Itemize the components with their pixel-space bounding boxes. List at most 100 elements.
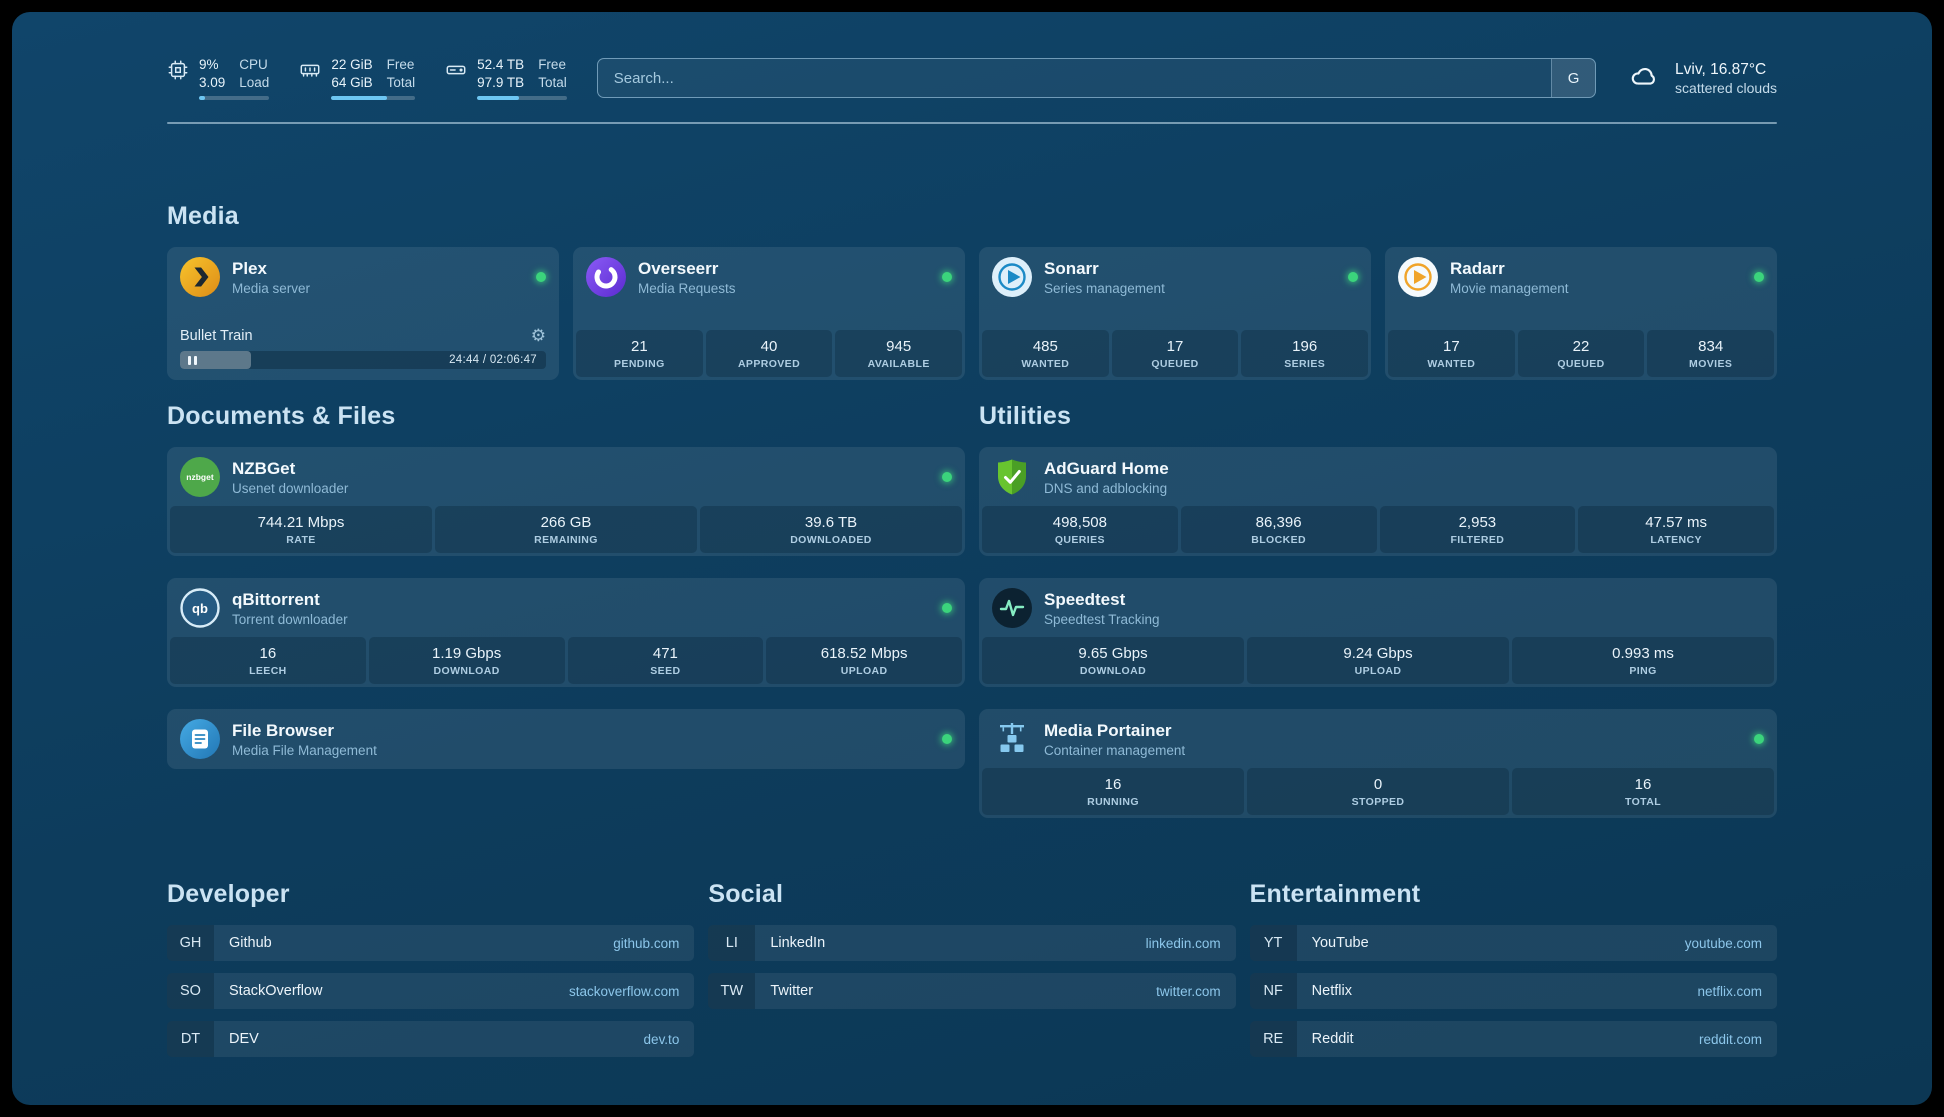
bookmark-label: StackOverflow [229, 983, 323, 1000]
bookmark-netflix[interactable]: NF Netflix netflix.com [1249, 973, 1777, 1010]
bookmark-group-title: Social [708, 880, 784, 909]
stat-value: 40 [760, 338, 778, 356]
stat-label: FILTERED [1450, 534, 1505, 547]
bookmark-stackoverflow[interactable]: SO StackOverflow stackoverflow.com [167, 973, 695, 1010]
radarr-icon [1398, 257, 1438, 298]
service-card-speedtest[interactable]: Speedtest Speedtest Tracking 9.65 Gbps D… [979, 578, 1777, 688]
service-stats: 17 WANTED 22 QUEUED 834 MOVIES [1385, 327, 1777, 380]
stat-label: DOWNLOAD [433, 665, 500, 678]
bookmark-group-social: Social LI LinkedIn linkedin.com TW Twitt… [708, 880, 1236, 1010]
stat-label: RATE [286, 534, 316, 547]
qbittorrent-icon: qb [180, 588, 220, 629]
stat-label: WANTED [1021, 358, 1070, 371]
playback-progress-bar[interactable]: 24:44 / 02:06:47 [180, 351, 546, 370]
bookmark-label: Netflix [1311, 983, 1352, 1000]
bookmark-abbr: YT [1249, 925, 1297, 962]
bookmark-reddit[interactable]: RE Reddit reddit.com [1249, 1021, 1777, 1058]
search-input[interactable] [597, 59, 1552, 98]
stat-value: 1.19 Gbps [432, 645, 502, 663]
service-card-filebrowser[interactable]: File Browser Media File Management [167, 709, 965, 770]
memory-total-value: 64 GiB [331, 75, 373, 91]
bookmark-dev[interactable]: DT DEV dev.to [167, 1021, 695, 1058]
service-card-portainer[interactable]: Media Portainer Container management 16 … [979, 709, 1777, 819]
cpu-usage-bar [199, 96, 270, 101]
service-card-overseerr[interactable]: Overseerr Media Requests 21 PENDING 40 A… [573, 247, 965, 381]
bookmark-domain: reddit.com [1698, 1031, 1762, 1047]
plex-now-playing: Bullet Train ⚙ 24:44 / 02:06:47 [167, 327, 559, 380]
bookmark-label: Reddit [1311, 1031, 1354, 1048]
service-subtitle: Container management [1044, 742, 1186, 758]
disk-resource-widget: 52.4 TB Free 97.9 TB Total [445, 56, 567, 101]
weather-location-temp: Lviv, 16.87°C [1675, 60, 1767, 78]
stat-block: 17 WANTED [1388, 330, 1515, 378]
service-name: qBittorrent [232, 590, 320, 610]
stat-value: 86,396 [1255, 514, 1302, 532]
stat-value: 16 [1634, 776, 1652, 794]
stat-block: 0.993 ms PING [1512, 637, 1774, 685]
status-dot [1348, 272, 1358, 283]
service-card-adguard[interactable]: AdGuard Home DNS and adblocking 498,508 … [979, 447, 1777, 557]
stat-label: MOVIES [1689, 358, 1733, 371]
sonarr-icon [992, 257, 1032, 298]
stat-value: 485 [1032, 338, 1058, 356]
stat-value: 9.24 Gbps [1343, 645, 1413, 663]
memory-free-label: Free [386, 57, 415, 72]
bookmark-youtube[interactable]: YT YouTube youtube.com [1249, 925, 1777, 962]
bookmark-label: Github [229, 935, 272, 952]
stat-block: 196 SERIES [1241, 330, 1369, 378]
weather-condition: scattered clouds [1675, 79, 1777, 96]
memory-free-value: 22 GiB [331, 57, 373, 72]
stat-value: 266 GB [540, 514, 592, 532]
bookmark-linkedin[interactable]: LI LinkedIn linkedin.com [708, 925, 1236, 962]
stat-label: AVAILABLE [867, 358, 930, 371]
stat-label: REMAINING [534, 534, 598, 547]
section-title-media: Media [167, 202, 239, 231]
stat-label: LATENCY [1650, 534, 1702, 547]
stat-block: 744.21 Mbps RATE [170, 506, 432, 554]
stat-value: 196 [1292, 338, 1318, 356]
svg-text:nzbget: nzbget [186, 472, 214, 482]
status-dot [942, 734, 952, 745]
stat-block: 945 AVAILABLE [835, 330, 963, 378]
gear-icon[interactable]: ⚙ [530, 326, 546, 346]
service-name: AdGuard Home [1044, 459, 1169, 479]
bookmark-abbr: SO [167, 973, 214, 1010]
section-title-utilities: Utilities [979, 402, 1072, 431]
stat-label: DOWNLOAD [1079, 665, 1147, 678]
stat-value: 618.52 Mbps [820, 645, 908, 663]
stat-block: 9.65 Gbps DOWNLOAD [982, 637, 1244, 685]
plex-icon [180, 257, 220, 298]
bookmark-group-entertainment: Entertainment YT YouTube youtube.com NF … [1249, 880, 1777, 1058]
service-stats: 21 PENDING 40 APPROVED 945 AVAILABLE [573, 327, 965, 380]
service-card-sonarr[interactable]: Sonarr Series management 485 WANTED 17 Q… [979, 247, 1371, 381]
service-card-plex[interactable]: Plex Media server Bullet Train ⚙ 24:44 /… [167, 247, 559, 381]
section-title-documents: Documents & Files [167, 402, 396, 431]
stat-value: 9.65 Gbps [1078, 645, 1148, 663]
adguard-icon [992, 457, 1032, 497]
bookmark-group-title: Entertainment [1249, 880, 1421, 909]
speedtest-icon [992, 588, 1032, 629]
service-card-qbittorrent[interactable]: qb qBittorrent Torrent downloader 16 LEE… [167, 578, 965, 688]
bookmark-domain: dev.to [643, 1031, 680, 1047]
bookmark-label: DEV [229, 1031, 259, 1048]
cpu-icon [167, 59, 189, 100]
service-subtitle: Media File Management [232, 742, 377, 758]
filebrowser-icon [180, 719, 220, 760]
bookmark-twitter[interactable]: TW Twitter twitter.com [708, 973, 1236, 1010]
stat-block: 40 APPROVED [705, 330, 833, 378]
bookmark-github[interactable]: GH Github github.com [167, 925, 695, 962]
stat-block: 17 QUEUED [1111, 330, 1239, 378]
bookmark-abbr: LI [708, 925, 756, 962]
search-provider-button[interactable]: G [1551, 59, 1596, 98]
weather-widget[interactable]: Lviv, 16.87°C scattered clouds [1626, 61, 1777, 96]
status-dot [1754, 734, 1764, 745]
memory-resource-widget: 22 GiB Free 64 GiB Total [299, 56, 416, 101]
status-dot [942, 472, 952, 483]
service-card-radarr[interactable]: Radarr Movie management 17 WANTED 22 QUE… [1385, 247, 1777, 381]
stat-label: QUEUED [1151, 358, 1199, 371]
header-divider [167, 122, 1777, 125]
service-card-nzbget[interactable]: nzbget NZBGet Usenet downloader 744.21 M… [167, 447, 965, 557]
stat-block: 21 PENDING [576, 330, 703, 378]
cpu-load-value: 3.09 [199, 75, 226, 91]
pause-icon[interactable] [188, 355, 197, 365]
